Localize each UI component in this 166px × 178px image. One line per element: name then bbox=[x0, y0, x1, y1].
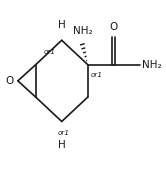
Text: NH₂: NH₂ bbox=[142, 60, 162, 70]
Text: O: O bbox=[110, 22, 118, 32]
Text: or1: or1 bbox=[91, 72, 103, 78]
Text: or1: or1 bbox=[43, 49, 55, 55]
Text: or1: or1 bbox=[57, 130, 69, 136]
Text: NH₂: NH₂ bbox=[73, 26, 93, 36]
Text: H: H bbox=[58, 20, 66, 30]
Text: H: H bbox=[58, 140, 66, 150]
Text: O: O bbox=[5, 76, 14, 86]
